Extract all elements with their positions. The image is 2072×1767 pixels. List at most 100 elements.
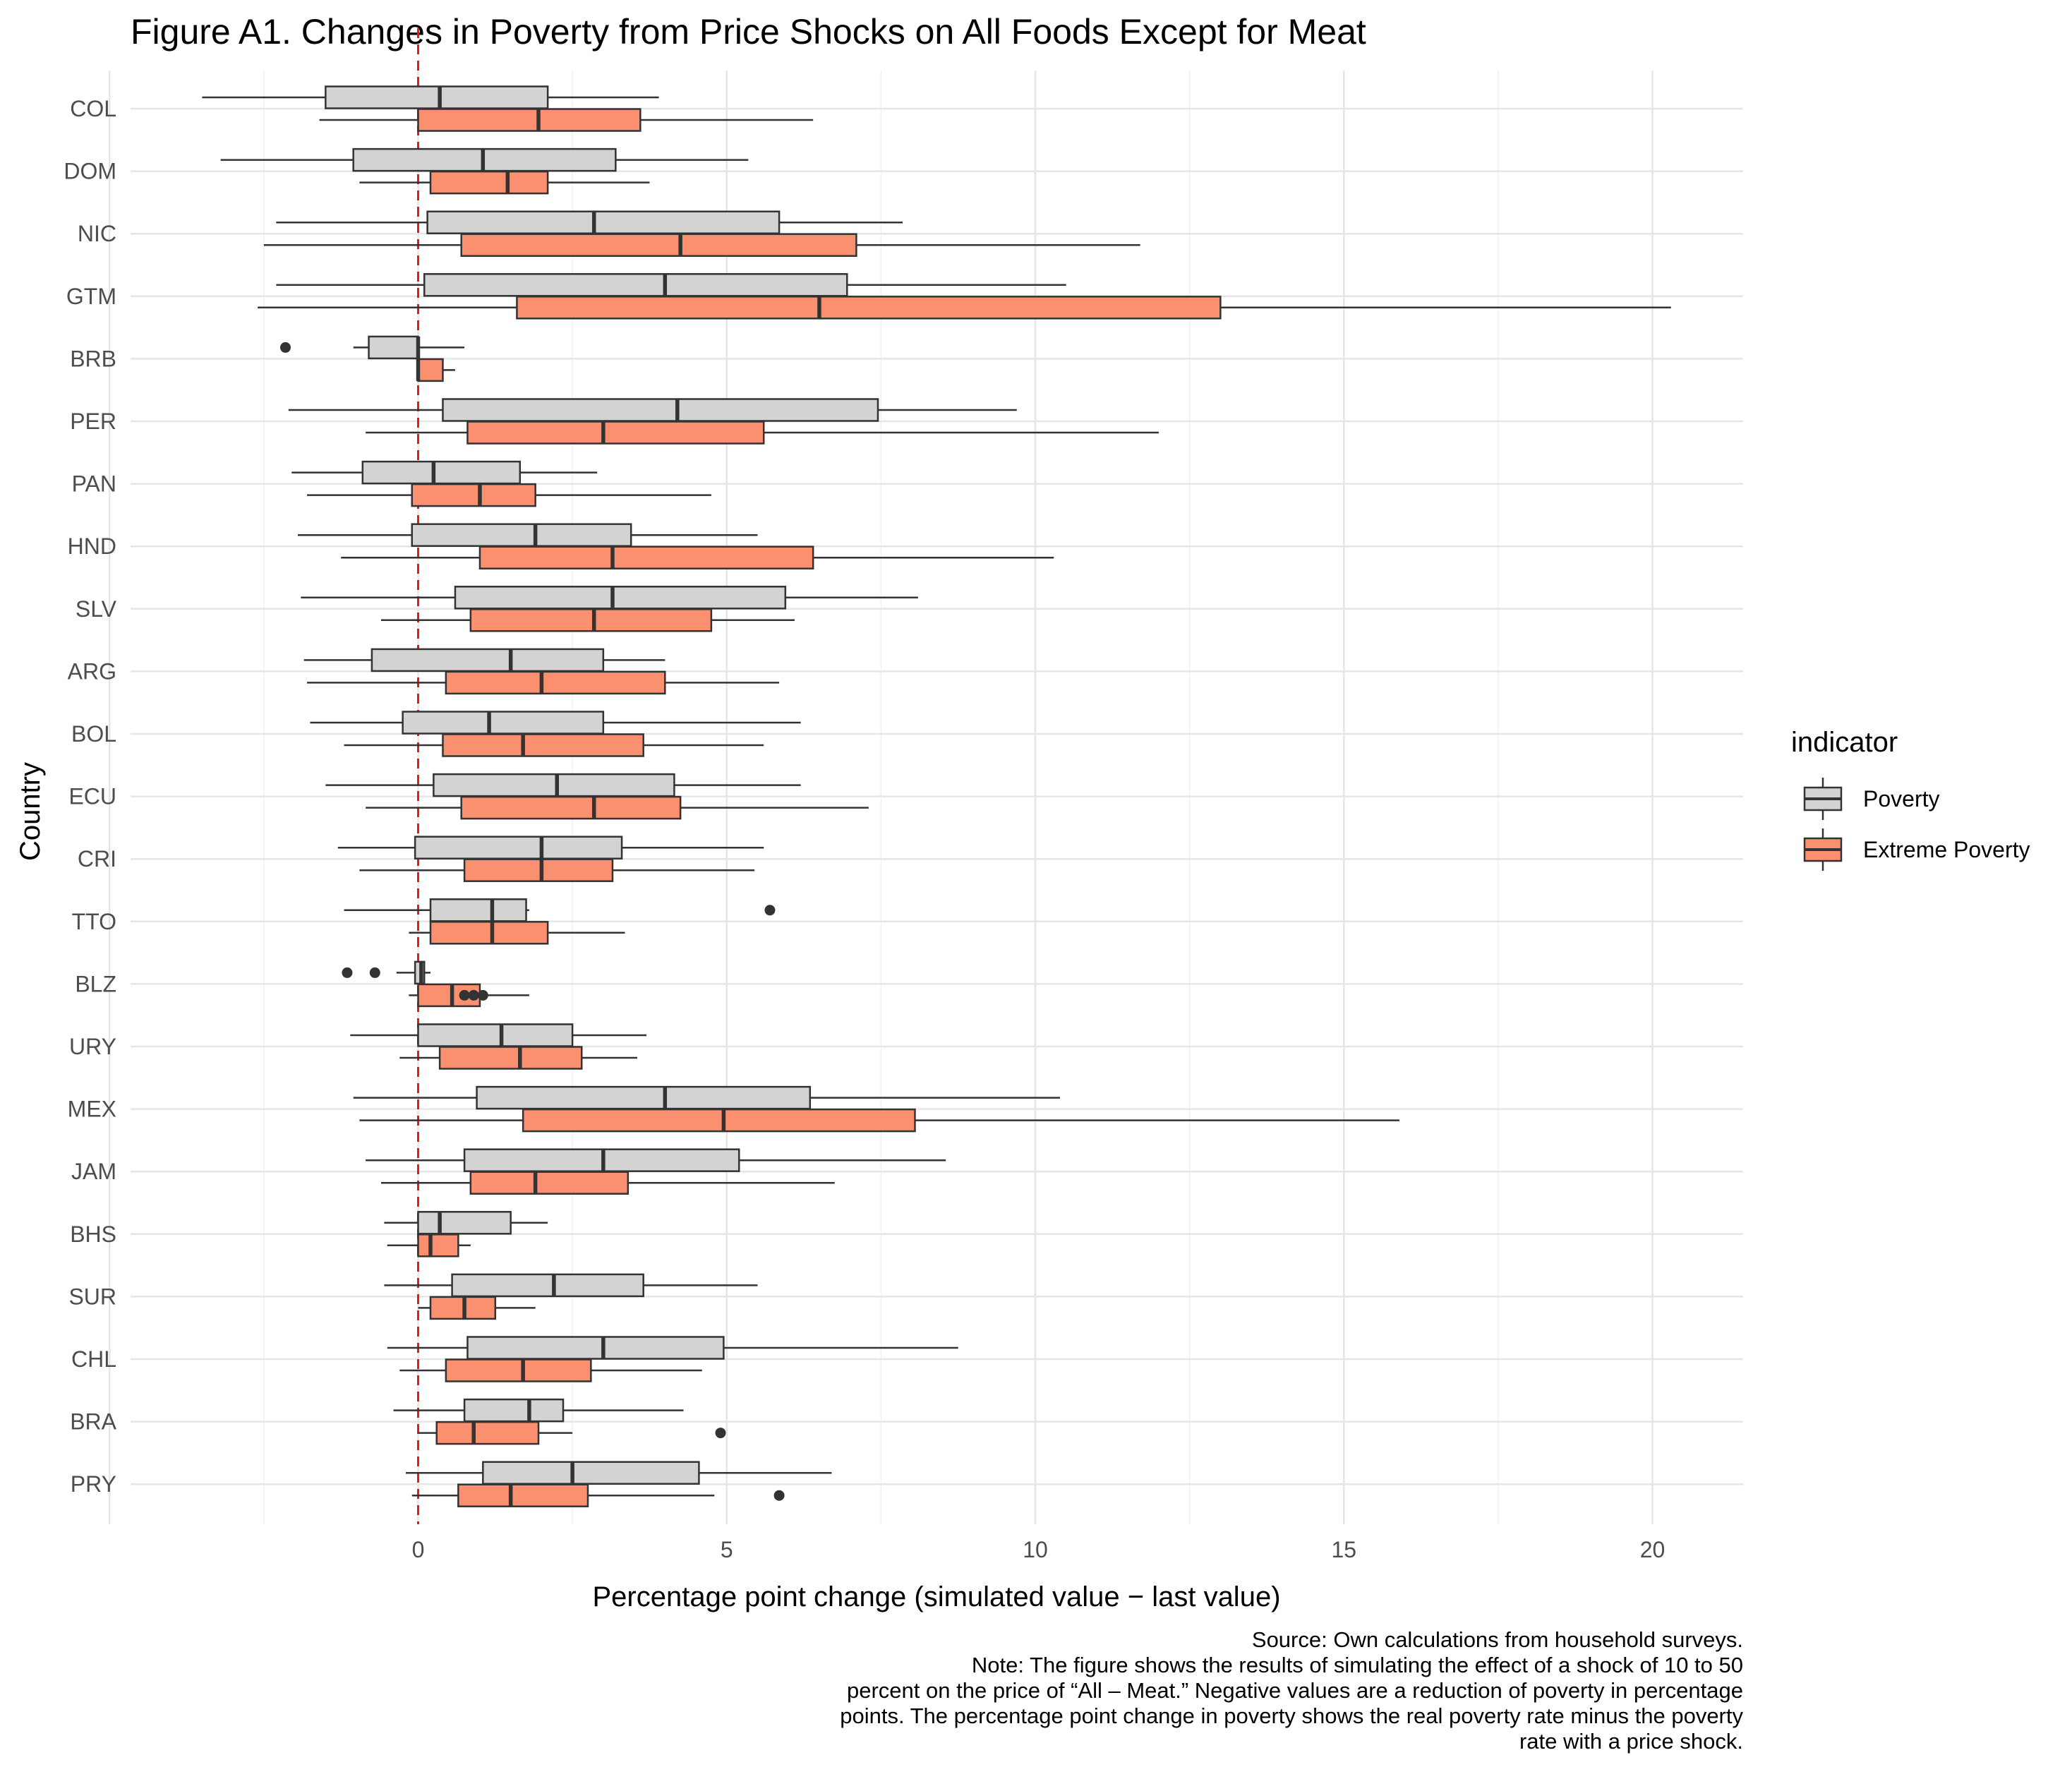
box-bol-poverty	[310, 711, 801, 735]
box-iqr	[325, 85, 549, 109]
y-tick-label: ECU	[68, 784, 116, 809]
box-cri-extreme-poverty	[359, 858, 755, 882]
box-iqr	[361, 460, 522, 485]
outlier-point	[773, 1490, 785, 1501]
legend: indicator Poverty Extreme Poverty	[1791, 727, 2030, 871]
y-tick-label: HND	[68, 533, 116, 559]
y-tick-label: CRI	[78, 846, 116, 872]
legend-item-poverty: Poverty	[1803, 778, 1939, 820]
box-dom-extreme-poverty	[359, 170, 650, 195]
box-ury-extreme-poverty	[399, 1046, 637, 1070]
box-brb-poverty	[279, 335, 465, 360]
box-iqr	[414, 836, 623, 860]
box-brb-extreme-poverty	[416, 358, 455, 382]
box-sur-extreme-poverty	[418, 1296, 536, 1320]
x-tick-labels: 0 5 10 15 20	[412, 1537, 1666, 1562]
boxes-layer	[202, 85, 1671, 1507]
box-iqr	[466, 421, 765, 445]
box-iqr	[411, 483, 536, 507]
box-iqr	[417, 1023, 574, 1047]
legend-label: Poverty	[1863, 786, 1939, 812]
box-mex-extreme-poverty	[359, 1108, 1399, 1133]
box-iqr	[433, 773, 675, 797]
y-tick-label: JAM	[71, 1159, 116, 1184]
box-iqr	[438, 1046, 583, 1070]
box-iqr	[451, 1273, 644, 1298]
box-jam-poverty	[366, 1148, 946, 1172]
caption-line: percent on the price of “All – Meat.” Ne…	[847, 1678, 1743, 1703]
outlier-point	[477, 989, 488, 1001]
box-gtm-poverty	[276, 273, 1066, 297]
outlier-point	[369, 967, 380, 978]
box-iqr	[460, 233, 857, 257]
box-nic-extreme-poverty	[263, 233, 1140, 257]
x-tick-label: 0	[412, 1537, 425, 1562]
box-iqr	[426, 210, 781, 234]
box-bra-poverty	[393, 1398, 684, 1423]
box-per-poverty	[288, 398, 1017, 422]
box-iqr	[442, 733, 644, 757]
caption-line: Note: The figure shows the results of si…	[972, 1653, 1743, 1677]
box-pry-poverty	[406, 1461, 832, 1485]
outlier-point	[342, 967, 353, 978]
box-chl-poverty	[387, 1336, 958, 1360]
outlier-point	[279, 342, 291, 353]
outlier-point	[715, 1428, 726, 1439]
box-ury-poverty	[350, 1023, 647, 1047]
x-tick-label: 20	[1640, 1537, 1666, 1562]
box-arg-extreme-poverty	[307, 670, 780, 695]
y-tick-label: BLZ	[75, 971, 116, 996]
box-iqr	[445, 1358, 592, 1382]
y-tick-label: CHL	[71, 1346, 116, 1372]
y-tick-label: SLV	[76, 596, 117, 622]
legend-title: indicator	[1791, 727, 1898, 758]
grid	[109, 71, 1743, 1524]
box-col-poverty	[202, 85, 659, 109]
box-iqr	[476, 1085, 812, 1110]
box-iqr	[417, 358, 444, 382]
box-iqr	[429, 921, 549, 945]
box-iqr	[371, 648, 605, 673]
box-slv-poverty	[301, 586, 918, 610]
box-per-extreme-poverty	[366, 421, 1159, 445]
box-iqr	[454, 586, 787, 610]
box-blz-poverty	[342, 960, 430, 985]
box-hnd-poverty	[297, 523, 758, 547]
box-bhs-poverty	[384, 1211, 548, 1235]
y-tick-label: DOM	[64, 159, 116, 184]
y-tick-label: MEX	[68, 1097, 116, 1122]
caption-line: points. The percentage point change in p…	[840, 1703, 1743, 1728]
box-bol-extreme-poverty	[344, 733, 764, 757]
box-blz-extreme-poverty	[409, 983, 529, 1008]
box-dom-poverty	[220, 147, 749, 172]
box-iqr	[411, 523, 632, 547]
box-hnd-extreme-poverty	[341, 545, 1054, 569]
y-tick-labels: COL DOM NIC GTM BRB PER PAN HND SLV ARG BOL ECU CRI T…	[64, 96, 116, 1497]
box-gtm-extreme-poverty	[258, 296, 1671, 320]
box-iqr	[463, 1398, 565, 1423]
box-arg-poverty	[303, 648, 665, 673]
box-iqr	[402, 711, 605, 735]
y-tick-label: BOL	[71, 721, 116, 747]
caption-line: rate with a price shock.	[1519, 1729, 1743, 1754]
box-iqr	[466, 1336, 725, 1360]
box-ecu-poverty	[325, 773, 801, 797]
outlier-point	[468, 989, 479, 1001]
box-bra-extreme-poverty	[418, 1421, 726, 1445]
legend-label: Extreme Poverty	[1863, 837, 2030, 862]
box-iqr	[417, 1211, 512, 1235]
box-nic-poverty	[276, 210, 903, 234]
x-tick-label: 10	[1023, 1537, 1048, 1562]
box-mex-poverty	[353, 1085, 1060, 1110]
y-tick-label: PAN	[72, 471, 116, 497]
caption-line: Source: Own calculations from household …	[1252, 1627, 1743, 1652]
outlier-point	[764, 905, 776, 916]
y-tick-label: BRB	[70, 346, 116, 371]
box-ecu-extreme-poverty	[366, 795, 869, 820]
x-tick-label: 15	[1331, 1537, 1356, 1562]
box-tto-poverty	[344, 898, 776, 922]
box-chl-extreme-poverty	[399, 1358, 702, 1382]
box-iqr	[429, 898, 527, 922]
box-iqr	[442, 398, 879, 422]
